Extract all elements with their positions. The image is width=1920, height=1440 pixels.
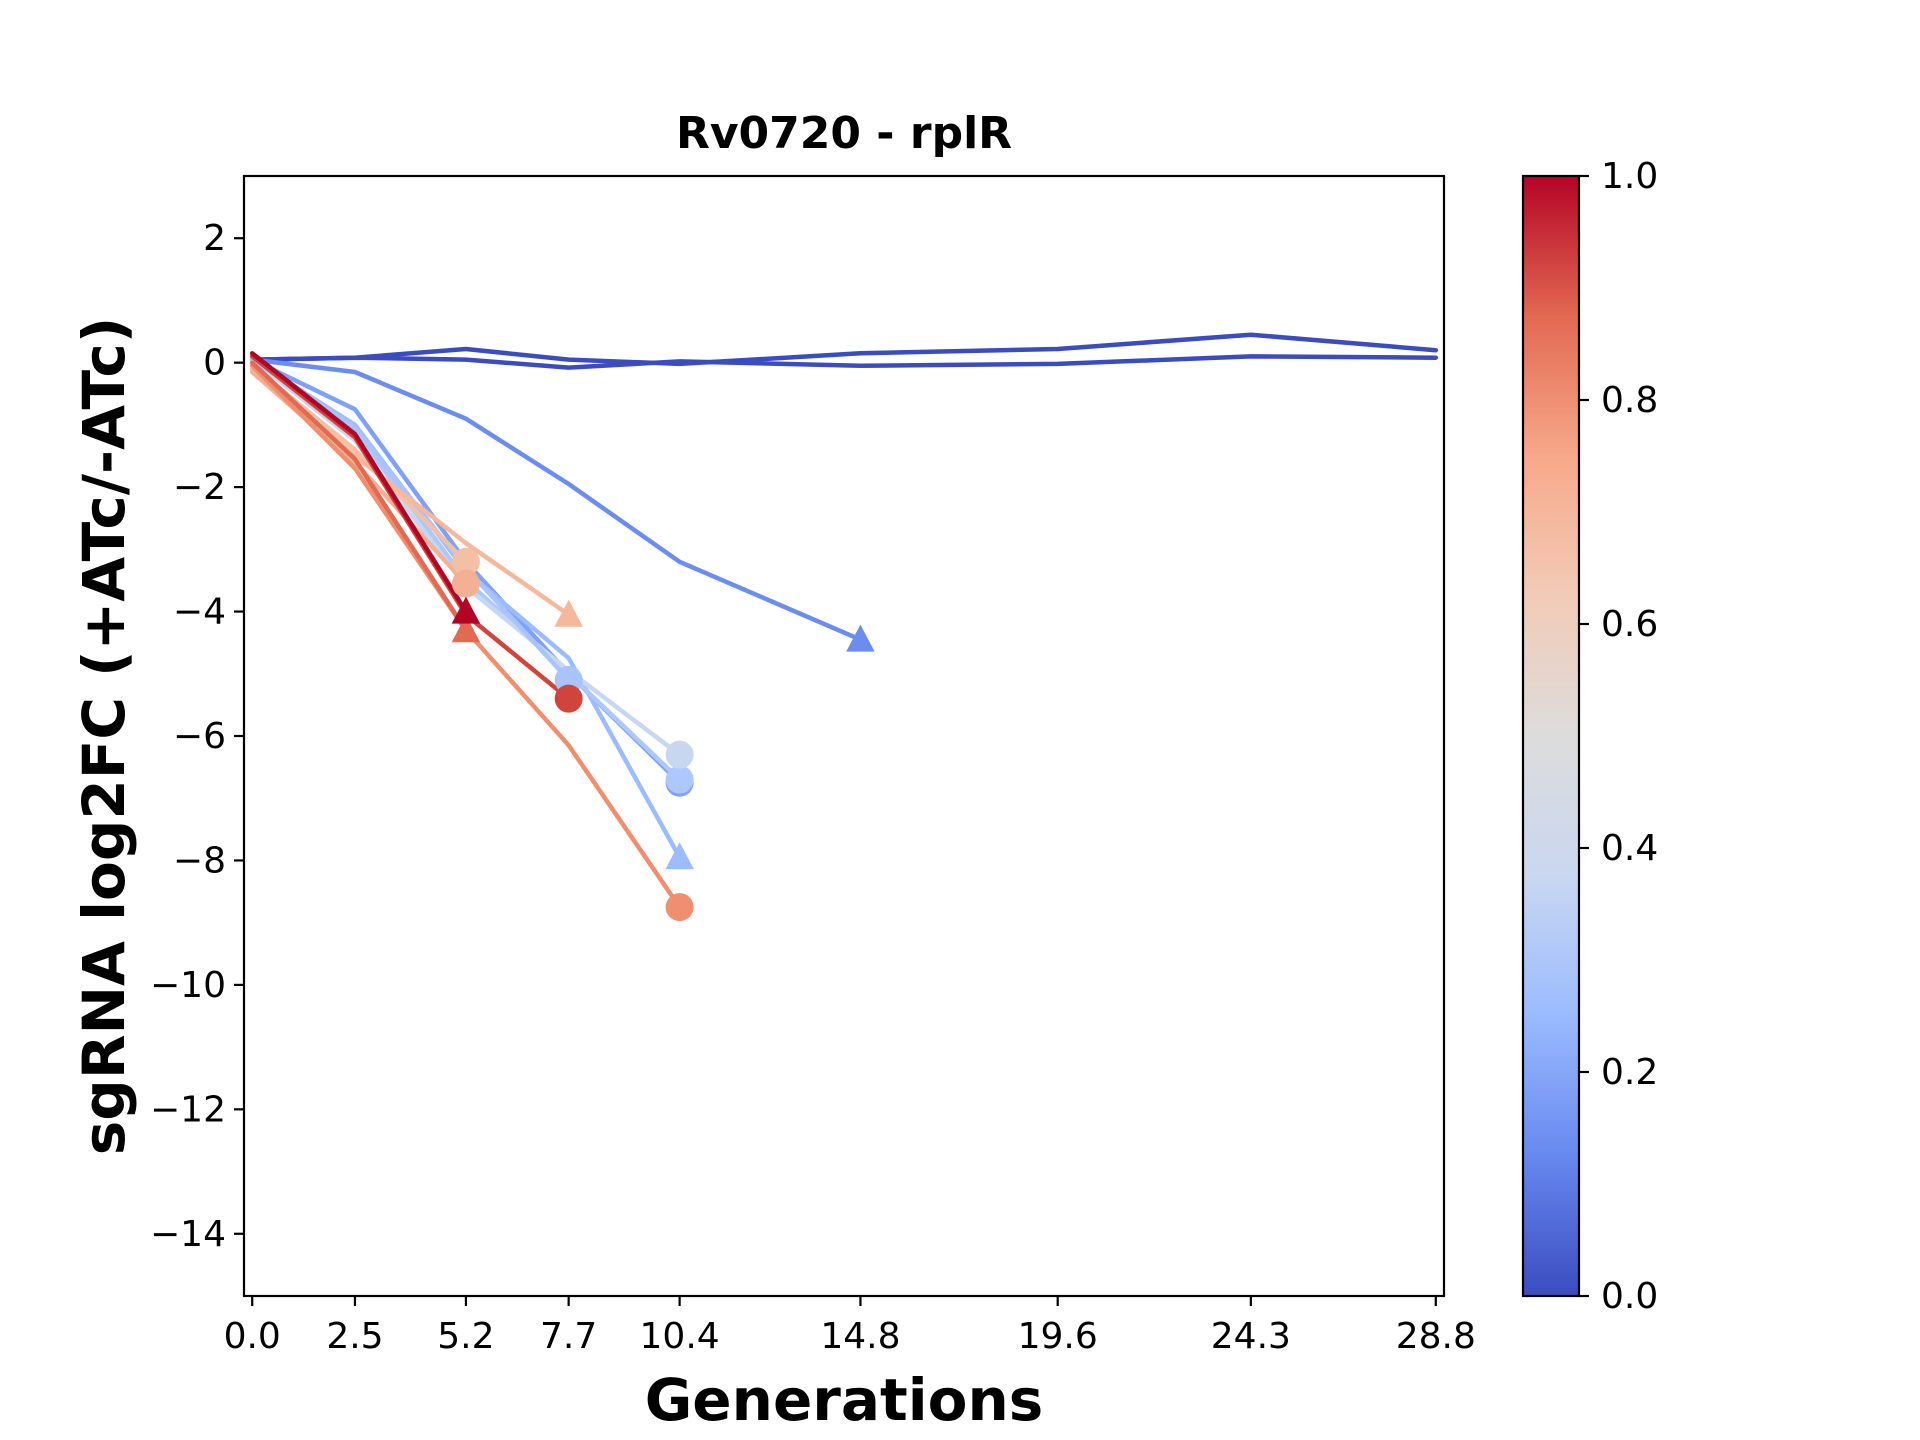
y-tick-label: −6 [173,716,226,757]
colorbar-axis: 0.0 0.2 0.4 0.6 0.8 1.0 [1579,156,1658,1317]
series-marker-12 [665,893,694,922]
y-tick-label: 0 [203,343,226,384]
series-layer [249,332,1439,910]
colorbar-tick-label: 0.4 [1601,828,1658,869]
series-marker-13 [451,615,481,643]
series-line-15 [249,351,469,614]
y-tick-label: −4 [173,592,226,633]
series-marker-6 [665,765,694,794]
series-marker-9 [451,547,480,576]
x-tick-label: 24.3 [1211,1316,1291,1357]
y-tick-label: −8 [173,840,226,881]
series-marker-11 [451,569,480,598]
plot-frame [242,174,1446,1298]
series-line-3 [249,357,863,642]
colorbar-tick-label: 0.2 [1601,1052,1658,1093]
series-marker-10 [554,599,583,627]
series-line-1 [249,332,1439,367]
colorbar-tick-label: 0.0 [1601,1276,1658,1317]
y-axis: 2 0 −2 −4 −6 −8 −10 −12 −14 [150,218,244,1255]
x-tick-label: 10.4 [640,1316,720,1357]
chart-title: Rv0720 - rplR [676,108,1012,159]
x-tick-label: 14.8 [820,1316,900,1357]
series-marker-14 [554,684,583,713]
series-marker-15 [451,596,481,624]
x-tick-label: 7.7 [540,1316,597,1357]
x-tick-label: 19.6 [1018,1316,1098,1357]
series-marker-5 [665,842,694,870]
series-line-13 [249,360,469,633]
x-axis: 0.0 2.5 5.2 7.7 10.4 14.8 19.6 24.3 28.8 [224,1296,1476,1357]
marker-layer [451,547,875,922]
y-tick-label: −2 [173,467,226,508]
x-tick-label: 0.0 [224,1316,281,1357]
x-axis-title: Generations [645,1366,1044,1434]
y-tick-label: −10 [150,965,226,1006]
y-tick-label: 2 [203,218,226,259]
y-tick-label: −14 [150,1214,226,1255]
y-axis-title: sgRNA log2FC (+ATc/-ATc) [70,317,138,1155]
x-tick-label: 2.5 [326,1316,383,1357]
colorbar [1521,174,1581,1298]
y-tick-label: −12 [150,1089,226,1130]
x-tick-label: 28.8 [1396,1316,1476,1357]
colorbar-tick-label: 1.0 [1601,156,1658,197]
series-marker-3 [846,624,875,652]
colorbar-tick-label: 0.6 [1601,604,1658,645]
series-line-2 [249,354,1439,370]
x-tick-label: 5.2 [437,1316,494,1357]
series-marker-7 [665,740,694,769]
colorbar-tick-label: 0.8 [1601,380,1658,421]
